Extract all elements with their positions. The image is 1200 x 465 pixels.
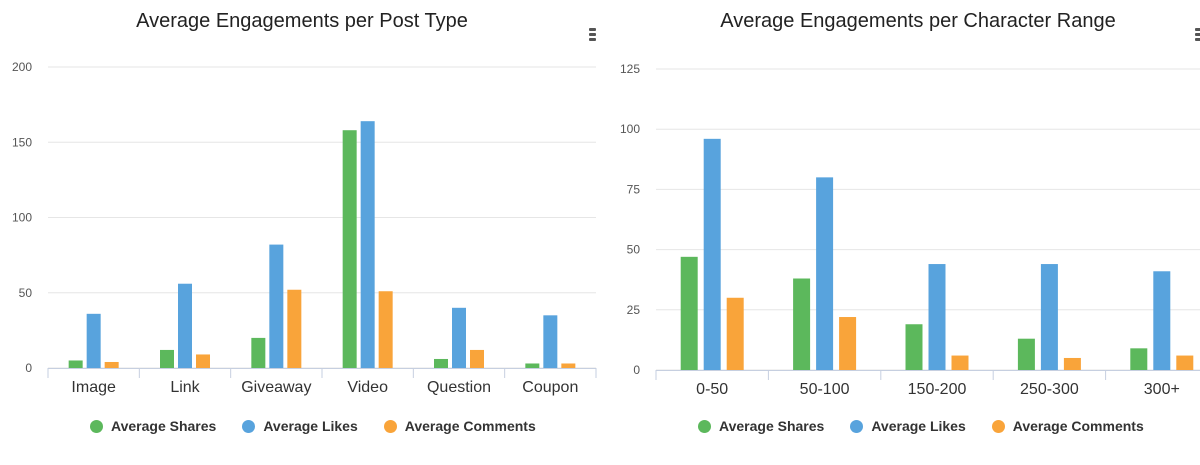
legend-marker-icon [698, 419, 711, 433]
legend-marker-icon [991, 419, 1005, 433]
bar-comments[interactable]: 250-300 — Average Comments: 5 [1063, 357, 1081, 370]
chart-title: Average Engagements per Post Type [136, 10, 468, 32]
bar-comments[interactable]: Giveaway — Average Comments: 52 [287, 289, 302, 368]
legend-marker-icon [383, 419, 397, 433]
bar-shares[interactable]: 300+ — Average Shares: 9 [1130, 348, 1148, 370]
bar-shares[interactable]: Coupon — Average Shares: 3 [525, 363, 540, 368]
y-tick-label: 125 [620, 62, 640, 76]
chart-legend: Average Shares Average Likes Average Com… [698, 418, 1144, 434]
bar-likes[interactable]: Giveaway — Average Likes: 82 [269, 244, 284, 368]
bar-likes[interactable]: Link — Average Likes: 56 [178, 283, 192, 368]
y-tick-label: 0 [25, 361, 32, 375]
x-tick-label: 50-100 [800, 381, 850, 398]
bar-likes[interactable]: 300+ — Average Likes: 41 [1153, 271, 1171, 370]
bar-comments[interactable]: Image — Average Comments: 4 [104, 361, 119, 368]
legend-item-likes[interactable]: Average Likes [242, 418, 358, 434]
bar-likes[interactable]: Question — Average Likes: 40 [452, 307, 466, 368]
x-tick-label: 300+ [1144, 381, 1180, 398]
bar-chart-character-range: 0 25 50 75 100 125 0-50 0-50 — Average Shares: … [620, 62, 1200, 398]
bar-shares[interactable]: 50-100 — Average Shares: 38 [793, 278, 811, 370]
bar-shares[interactable]: 150-200 — Average Shares: 19 [905, 324, 923, 370]
legend-item-shares[interactable]: Average Shares [698, 418, 824, 434]
bar-chart-post-type: 0 50 100 150 200 Image Image — Average Shares:… [12, 60, 597, 396]
y-tick-label: 50 [19, 286, 33, 300]
bar-comments[interactable]: 0-50 — Average Comments: 30 [726, 297, 744, 370]
bar-comments[interactable]: Coupon — Average Comments: 3 [561, 363, 576, 368]
legend-label: Average Likes [263, 418, 358, 434]
chart-legend: Average Shares Average Likes Average Com… [90, 418, 536, 434]
x-tick-label: Coupon [522, 379, 578, 396]
bar-likes[interactable]: Video — Average Likes: 164 [360, 121, 375, 369]
chart-title: Average Engagements per Character Range [720, 10, 1116, 32]
x-tick-label: 0-50 [696, 381, 728, 398]
y-tick-label: 100 [12, 211, 32, 225]
x-tick-label: Giveaway [241, 379, 311, 396]
legend-item-comments[interactable]: Average Comments [991, 418, 1144, 434]
bar-shares[interactable]: Video — Average Shares: 158 [342, 130, 357, 368]
y-tick-label: 200 [12, 60, 32, 74]
bar-comments[interactable]: Question — Average Comments: 12 [470, 349, 484, 368]
bar-likes[interactable]: Coupon — Average Likes: 35 [543, 315, 558, 368]
bar-shares[interactable]: Image — Average Shares: 5 [68, 360, 83, 368]
x-tick-label: Link [170, 379, 200, 396]
legend-label: Average Comments [404, 418, 536, 434]
legend-item-comments[interactable]: Average Comments [383, 418, 536, 434]
bar-likes[interactable]: 0-50 — Average Likes: 96 [703, 138, 721, 370]
bar-shares[interactable]: Giveaway — Average Shares: 20 [251, 337, 266, 368]
x-tick-label: Video [347, 379, 388, 396]
legend-marker-icon [90, 419, 103, 433]
x-tick-label: 150-200 [908, 381, 967, 398]
legend-label: Average Likes [871, 418, 966, 434]
chart-panel-post-type: Average Engagements per Post Type 0 50 100… [12, 10, 598, 434]
legend-label: Average Shares [719, 418, 825, 434]
y-tick-label: 75 [627, 182, 641, 196]
bar-shares[interactable]: 250-300 — Average Shares: 13 [1017, 338, 1035, 370]
y-tick-label: 25 [627, 303, 641, 317]
bar-likes[interactable]: 150-200 — Average Likes: 44 [928, 264, 946, 370]
bar-likes[interactable]: 250-300 — Average Likes: 44 [1040, 264, 1058, 370]
bar-comments[interactable]: 150-200 — Average Comments: 6 [951, 355, 969, 370]
x-tick-label: Question [427, 379, 491, 396]
legend-item-likes[interactable]: Average Likes [850, 418, 966, 434]
chart-menu-button[interactable] [588, 28, 598, 44]
y-tick-label: 150 [12, 135, 32, 149]
bar-shares[interactable]: 0-50 — Average Shares: 47 [680, 256, 698, 370]
bar-comments[interactable]: Video — Average Comments: 51 [378, 291, 393, 368]
legend-label: Average Shares [111, 418, 217, 434]
y-tick-label: 100 [620, 122, 640, 136]
legend-label: Average Comments [1012, 418, 1144, 434]
chart-menu-button[interactable] [1194, 28, 1200, 44]
hamburger-menu-icon [1195, 28, 1200, 31]
legend-item-shares[interactable]: Average Shares [90, 418, 216, 434]
legend-marker-icon [242, 419, 256, 433]
bar-comments[interactable]: 50-100 — Average Comments: 22 [839, 317, 857, 370]
chart-panel-character-range: Average Engagements per Character Range … [604, 0, 1200, 465]
y-tick-label: 0 [633, 363, 640, 377]
bar-comments[interactable]: 300+ — Average Comments: 6 [1176, 355, 1194, 370]
x-tick-label: Image [71, 379, 116, 396]
bar-comments[interactable]: Link — Average Comments: 9 [196, 354, 210, 368]
x-tick-label: 250-300 [1020, 381, 1079, 398]
hamburger-menu-icon [589, 28, 596, 31]
bar-likes[interactable]: 50-100 — Average Likes: 80 [816, 177, 834, 370]
bar-likes[interactable]: Image — Average Likes: 36 [86, 313, 101, 368]
legend-marker-icon [850, 419, 864, 433]
bar-shares[interactable]: Link — Average Shares: 12 [160, 349, 174, 368]
bar-shares[interactable]: Question — Average Shares: 6 [434, 358, 448, 368]
y-tick-label: 50 [627, 243, 641, 257]
